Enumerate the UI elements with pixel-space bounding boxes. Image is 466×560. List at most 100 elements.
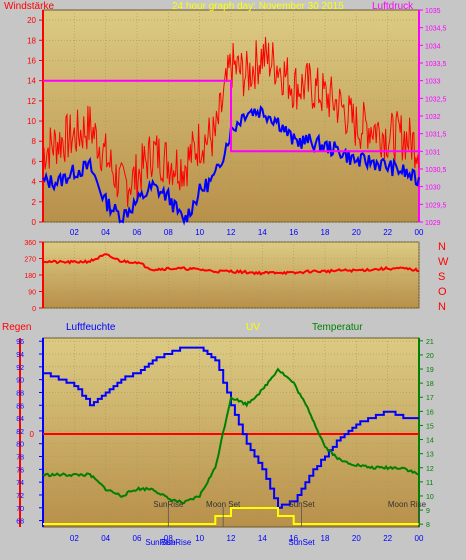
humidity-tick-label: 80: [16, 442, 24, 449]
temperature-tick-label: 12: [426, 466, 434, 473]
uv-label: UV: [246, 322, 260, 333]
temperature-tick-label: 13: [426, 452, 434, 459]
climate-x-tick-label: 22: [383, 534, 392, 543]
pressure-tick-label: 1029: [425, 220, 441, 227]
pressure-tick-label: 1031: [425, 149, 441, 156]
climate-x-tick-label: 14: [258, 534, 267, 543]
climate-x-tick-label: 16: [289, 534, 298, 543]
humidity-tick-label: 68: [16, 519, 24, 526]
wind-x-tick-label: 02: [70, 228, 79, 237]
direction-tick-label: 90: [28, 290, 36, 297]
climate-x-tick-label: 02: [70, 534, 79, 543]
wind-x-tick-label: 06: [133, 228, 142, 237]
pressure-tick-label: 1030,5: [425, 167, 447, 174]
wind-x-tick-label: 10: [195, 228, 204, 237]
pressure-tick-label: 1032: [425, 114, 441, 121]
wind-tick-label: 18: [27, 36, 36, 45]
wind-x-tick-label: 16: [289, 228, 298, 237]
wind-x-tick-label: 22: [383, 228, 392, 237]
wind-tick-label: 6: [32, 157, 37, 166]
wind-tick-label: 16: [27, 56, 36, 65]
climate-x-tick-label: 20: [352, 534, 361, 543]
wind-tick-label: 0: [32, 218, 37, 227]
wind-tick-label: 20: [27, 16, 36, 25]
pressure-tick-label: 1029,5: [425, 202, 447, 209]
pressure-tick-label: 1030: [425, 185, 441, 192]
compass-label: N: [438, 241, 446, 253]
wind-x-tick-label: 04: [101, 228, 110, 237]
humidity-tick-label: 78: [16, 455, 24, 462]
temperature-tick-label: 18: [426, 381, 434, 388]
compass-label: O: [438, 286, 447, 298]
pressure-tick-label: 1035: [425, 8, 441, 15]
climate-x-tick-label: 12: [227, 534, 236, 543]
climate-x-tick-label: 04: [101, 534, 110, 543]
compass-label: N: [438, 301, 446, 313]
wind-axis-label: Windstärke: [4, 1, 54, 12]
humidity-tick-label: 88: [16, 390, 24, 397]
humidity-label: Luftfeuchte: [66, 322, 116, 333]
temperature-tick-label: 10: [426, 494, 434, 501]
bottom-event-label: SunRise: [161, 538, 192, 547]
temperature-tick-label: 20: [426, 353, 434, 360]
temperature-tick-label: 11: [426, 480, 433, 487]
temperature-tick-label: 8: [426, 522, 430, 529]
wind-tick-label: 8: [32, 137, 37, 146]
temperature-line: [42, 367, 420, 505]
pressure-axis-label: Luftdruck: [372, 1, 414, 12]
event-label: SunSet: [288, 500, 315, 509]
wind-tick-label: 14: [27, 77, 36, 86]
compass-label: W: [438, 256, 449, 268]
event-label: Moon Set: [206, 500, 241, 509]
direction-tick-label: 360: [24, 240, 36, 247]
wind-direction-line: [42, 253, 420, 276]
temperature-tick-label: 16: [426, 409, 434, 416]
chart-title: 24 hour graph day: November 30 2015: [172, 1, 344, 12]
pressure-tick-label: 1031,5: [425, 132, 447, 139]
wind-gust-line: [42, 36, 420, 207]
temperature-tick-label: 21: [426, 339, 434, 346]
pressure-tick-label: 1033,5: [425, 61, 447, 68]
pressure-tick-label: 1032,5: [425, 96, 447, 103]
wind-x-tick-label: 08: [164, 228, 173, 237]
wind-x-tick-label: 00: [415, 228, 424, 237]
bottom-event-label: SunRise: [145, 538, 176, 547]
humidity-line: [43, 346, 419, 509]
rain-tick-label: 0: [30, 430, 35, 439]
uv-line: [43, 507, 419, 525]
humidity-tick-label: 92: [16, 365, 24, 372]
compass-label: S: [438, 271, 445, 283]
pressure-tick-label: 1033: [425, 79, 441, 86]
temperature-tick-label: 19: [426, 367, 434, 374]
wind-x-tick-label: 20: [352, 228, 361, 237]
humidity-tick-label: 74: [16, 480, 24, 487]
wind-tick-label: 10: [27, 117, 36, 126]
event-label: SunRise: [153, 500, 184, 509]
humidity-tick-label: 70: [16, 506, 24, 513]
direction-tick-label: 180: [24, 273, 36, 280]
climate-x-tick-label: 06: [133, 534, 142, 543]
climate-x-tick-label: 08: [164, 534, 173, 543]
climate-plot-area: [42, 337, 420, 528]
humidity-tick-label: 90: [16, 378, 24, 385]
pressure-tick-label: 1034,5: [425, 26, 447, 33]
pressure-line: [43, 79, 419, 153]
wind-tick-label: 4: [32, 178, 37, 187]
temperature-tick-label: 15: [426, 423, 434, 430]
climate-x-tick-label: 10: [195, 534, 204, 543]
rain-label: Regen: [2, 322, 31, 333]
wind-tick-label: 2: [32, 198, 37, 207]
direction-tick-label: 0: [32, 306, 36, 313]
climate-x-tick-label: 00: [415, 534, 424, 543]
humidity-tick-label: 72: [16, 493, 24, 500]
pressure-tick-label: 1034: [425, 43, 441, 50]
temperature-tick-label: 14: [426, 438, 434, 445]
wind-x-tick-label: 12: [227, 228, 236, 237]
humidity-tick-label: 84: [16, 416, 24, 423]
bottom-event-label: SunSet: [288, 538, 315, 547]
wind-x-tick-label: 14: [258, 228, 267, 237]
direction-tick-label: 270: [24, 257, 36, 264]
climate-x-tick-label: 18: [321, 534, 330, 543]
